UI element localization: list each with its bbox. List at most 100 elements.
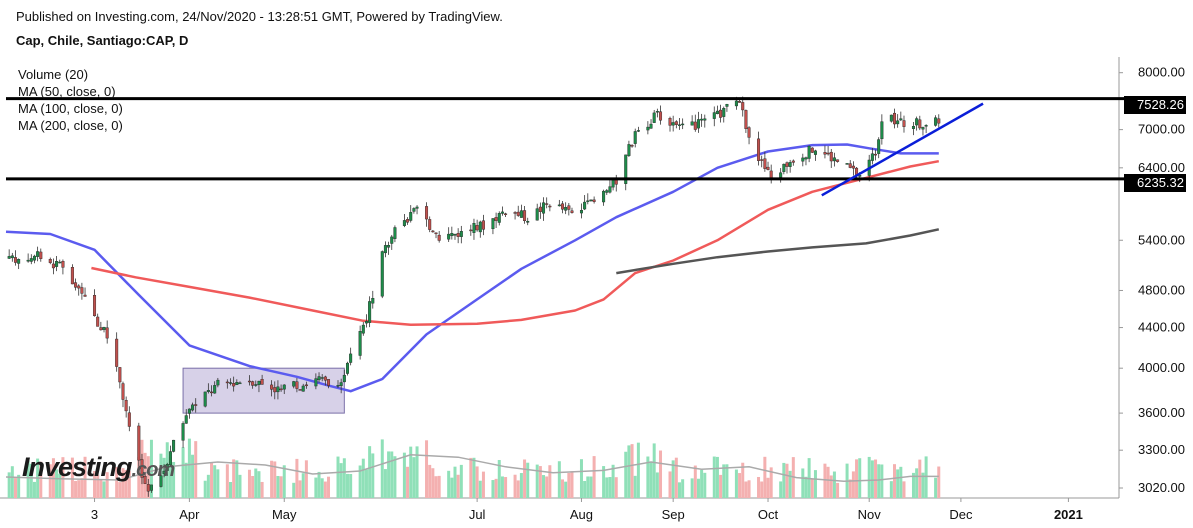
candle [292, 380, 296, 389]
candle-body [298, 389, 302, 391]
candle [314, 373, 318, 390]
consolidation-box [182, 367, 345, 414]
candle [481, 214, 485, 236]
volume-bar [247, 469, 251, 498]
candle-body [911, 126, 915, 129]
volume-bar [406, 466, 410, 498]
candle-body [361, 324, 365, 334]
candle [608, 179, 612, 194]
volume-bar [561, 479, 564, 498]
y-tick-label: 4800.00 [1138, 282, 1185, 297]
candle-body [674, 121, 678, 125]
candle-body [232, 383, 236, 387]
candle [251, 380, 255, 389]
x-tick-label: May [272, 507, 297, 522]
candle [693, 114, 697, 132]
candle [659, 105, 663, 125]
candle [168, 445, 172, 466]
candle-body [124, 400, 128, 412]
candle-body [602, 190, 606, 203]
candle [611, 179, 615, 191]
trendline [821, 102, 984, 197]
candle [722, 106, 726, 123]
volume-bar [93, 471, 97, 498]
candle [51, 258, 55, 275]
candle [579, 203, 583, 219]
candle [339, 378, 343, 394]
candle-body [304, 384, 308, 387]
candle-body [345, 362, 349, 374]
volume-bar [785, 463, 789, 498]
volume-bar [586, 476, 590, 498]
candle-body [349, 353, 353, 363]
volume-bar [390, 451, 394, 498]
legend-volume: Volume (20) [18, 67, 89, 82]
volume-bar [535, 464, 539, 498]
candle-body [690, 121, 694, 126]
volume-bar [339, 463, 343, 498]
candle [393, 225, 397, 243]
candle [896, 114, 900, 128]
candle-body [760, 159, 764, 161]
volume-bar [96, 474, 100, 498]
candle-body [70, 267, 74, 285]
candle [937, 114, 941, 128]
candle-body [766, 166, 770, 170]
candle [655, 108, 659, 118]
volume-bar [184, 462, 188, 498]
candle-body [339, 382, 343, 386]
candle [636, 126, 640, 133]
candle [630, 144, 634, 148]
candle-body [475, 225, 479, 231]
candle [548, 204, 552, 212]
candle-body [513, 212, 517, 214]
candle [823, 145, 827, 159]
candle [368, 296, 372, 328]
candle-body [181, 423, 185, 441]
candle-body [149, 484, 153, 491]
candle-body [292, 381, 296, 387]
candle-body [557, 204, 561, 207]
volume-bar [655, 472, 659, 498]
volume-bar [668, 471, 672, 498]
candle-body [251, 381, 255, 386]
candle [924, 124, 928, 134]
volume-bar [61, 457, 65, 498]
candle-body [703, 118, 707, 121]
y-tick-label: 3300.00 [1138, 442, 1185, 457]
candle-body [700, 118, 704, 121]
candle-body [668, 118, 672, 126]
volume-bar [589, 476, 593, 498]
candle [725, 103, 729, 112]
candle-body [29, 258, 33, 262]
volume-bar [254, 468, 258, 498]
volume-bar [415, 446, 419, 498]
volume-bar [282, 465, 286, 498]
candle [899, 111, 903, 122]
volume-bar [725, 464, 729, 498]
candle [801, 153, 805, 167]
candle [589, 199, 593, 202]
candle [26, 253, 30, 263]
candle [785, 161, 789, 174]
candle [7, 249, 11, 260]
candle-body [146, 484, 150, 492]
candle-body [896, 120, 900, 125]
volume-bar [829, 475, 833, 498]
candle-body [627, 144, 631, 156]
candle [273, 381, 277, 400]
candle-body [83, 294, 87, 297]
candle [361, 322, 365, 336]
legend-ma100: MA (100, close, 0) [18, 101, 123, 116]
candle [102, 326, 106, 333]
candle-body [649, 123, 653, 129]
candle [564, 202, 568, 215]
candle [605, 188, 609, 195]
volume-bar [194, 441, 198, 498]
volume-bar [434, 476, 438, 498]
volume-bar [921, 472, 925, 498]
candle-body [880, 121, 884, 140]
volume-bar [187, 438, 191, 498]
candle-body [206, 390, 210, 392]
candle [225, 379, 229, 389]
